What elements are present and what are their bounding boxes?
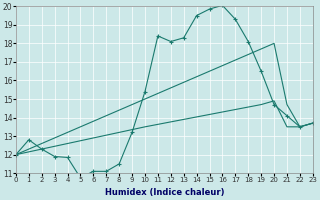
X-axis label: Humidex (Indice chaleur): Humidex (Indice chaleur) — [105, 188, 224, 197]
